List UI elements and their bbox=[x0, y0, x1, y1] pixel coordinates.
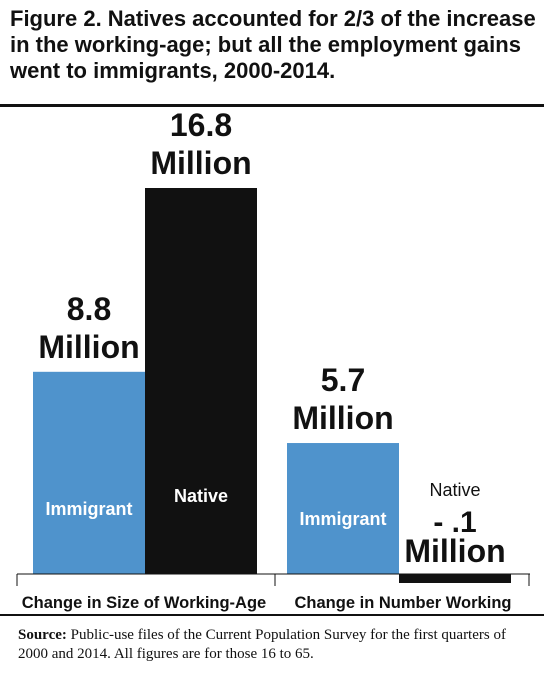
data-label-value: - .1 bbox=[433, 506, 476, 539]
data-label-value: 16.8 bbox=[170, 107, 232, 143]
data-label-unit: Million bbox=[38, 329, 139, 365]
bar-chart: 8.8MillionImmigrant16.8MillionNativeChan… bbox=[16, 107, 530, 612]
data-label-value: 5.7 bbox=[321, 362, 365, 398]
source-note: Source: Public-use files of the Current … bbox=[18, 626, 538, 664]
bar-series-label: Native bbox=[429, 480, 480, 500]
bar-immigrant-2 bbox=[287, 443, 399, 574]
bar-native-2 bbox=[399, 574, 511, 583]
source-label: Source: bbox=[18, 627, 67, 643]
data-label-unit: Million bbox=[404, 533, 505, 569]
source-text: Public-use files of the Current Populati… bbox=[18, 627, 506, 662]
title-divider bbox=[0, 104, 544, 107]
bar-immigrant-1 bbox=[33, 371, 145, 574]
category-label-2: Change in Number Working bbox=[295, 594, 512, 612]
chart-title: Figure 2. Natives accounted for 2/3 of t… bbox=[10, 6, 536, 83]
bar-series-label: Native bbox=[174, 486, 228, 506]
data-label-value: 8.8 bbox=[67, 291, 111, 327]
data-label-unit: Million bbox=[150, 145, 251, 181]
bar-series-label: Immigrant bbox=[299, 509, 386, 529]
category-label-1: Change in Size of Working-Age bbox=[22, 594, 266, 612]
bar-native-1 bbox=[145, 188, 257, 574]
data-label-unit: Million bbox=[292, 400, 393, 436]
bar-series-label: Immigrant bbox=[45, 499, 132, 519]
source-divider bbox=[0, 614, 544, 616]
